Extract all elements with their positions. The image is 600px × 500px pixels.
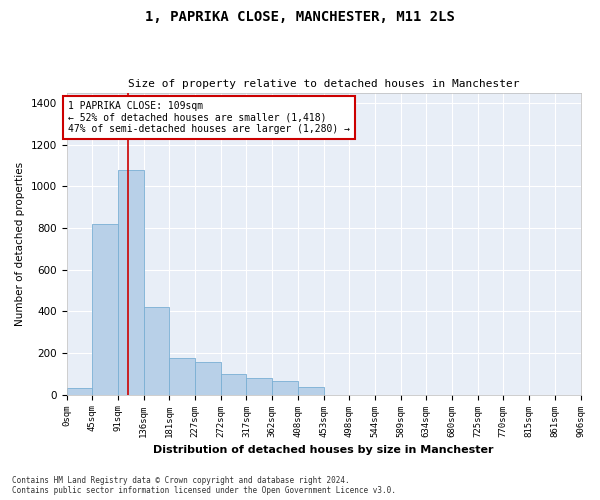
Bar bbox=[196, 362, 221, 394]
Bar bbox=[272, 381, 298, 394]
Bar bbox=[169, 358, 196, 395]
Bar bbox=[143, 307, 169, 394]
Text: Contains HM Land Registry data © Crown copyright and database right 2024.
Contai: Contains HM Land Registry data © Crown c… bbox=[12, 476, 396, 495]
Title: Size of property relative to detached houses in Manchester: Size of property relative to detached ho… bbox=[128, 79, 519, 89]
Y-axis label: Number of detached properties: Number of detached properties bbox=[15, 162, 25, 326]
Bar bbox=[247, 378, 272, 394]
Text: 1, PAPRIKA CLOSE, MANCHESTER, M11 2LS: 1, PAPRIKA CLOSE, MANCHESTER, M11 2LS bbox=[145, 10, 455, 24]
Bar bbox=[92, 224, 118, 394]
Bar bbox=[118, 170, 143, 394]
Bar bbox=[67, 388, 92, 394]
Bar bbox=[298, 388, 323, 394]
X-axis label: Distribution of detached houses by size in Manchester: Distribution of detached houses by size … bbox=[153, 445, 494, 455]
Bar bbox=[221, 374, 247, 394]
Text: 1 PAPRIKA CLOSE: 109sqm
← 52% of detached houses are smaller (1,418)
47% of semi: 1 PAPRIKA CLOSE: 109sqm ← 52% of detache… bbox=[68, 101, 350, 134]
